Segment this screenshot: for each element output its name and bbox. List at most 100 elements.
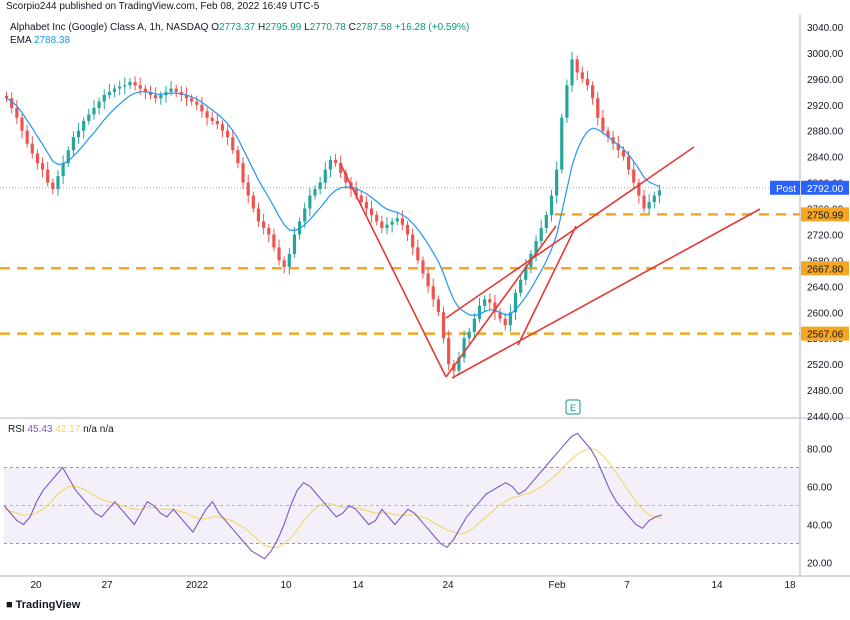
ema-legend[interactable]: EMA 2788.38 [10,35,70,46]
candle-body [92,108,96,115]
candle-body [46,169,50,183]
candle-body [51,182,55,190]
candle-body [364,202,369,209]
time-tick-label: 20 [30,580,42,591]
candle-body [457,357,461,371]
rsi-tick-label: 20.00 [807,559,832,570]
candle-body [287,253,291,267]
candle-body [220,124,225,131]
candle-body [616,143,620,151]
candle-body [539,227,543,241]
candle-body [205,111,209,118]
candle-body [657,190,662,196]
rsi-na-2: n/a [99,424,114,435]
trend-line [445,146,695,319]
candle-body [20,117,24,131]
earnings-marker: E [570,403,576,413]
post-value-text: 2792.00 [807,184,844,195]
published-text: Scorpio244 published on TradingView.com,… [6,1,320,12]
candle-body [328,159,333,170]
candle-body [472,318,476,332]
candle-body [56,176,60,190]
candle-body [426,273,430,287]
candle-body [272,234,276,248]
rsi-path [3,432,663,560]
price-tick-label: 2920.00 [807,101,844,112]
price-tick-label: 2480.00 [807,386,844,397]
candle-body [354,189,358,196]
candle-body [436,299,440,313]
rsi-legend[interactable]: RSI 45.43 42.17 n/a n/a [8,424,114,435]
candle-body [102,95,106,102]
candle-body [369,208,374,215]
time-tick-label: 14 [352,580,364,591]
candle-body [215,120,219,125]
candle-body [66,150,70,164]
low-label: L [304,22,310,33]
candle-body [4,95,9,99]
symbol-name[interactable]: Alphabet Inc (Google) Class A, 1h, NASDA… [10,22,209,33]
rsi-tick-label: 80.00 [807,445,832,456]
candle-body [560,117,564,170]
price-tick-label: 2720.00 [807,230,844,241]
candle-body [87,114,91,121]
candle-body [575,59,579,73]
rsi-ma-value: 42.17 [55,424,81,435]
level-label: 2750.99 [807,210,844,221]
candle-body [339,163,343,173]
candle-body [555,169,559,196]
candle-body [626,156,631,170]
high-value: 2795.99 [265,22,302,33]
time-tick-label: 18 [784,580,796,591]
candle-body [596,98,600,118]
trend-line [517,225,577,346]
time-tick-label: 7 [624,580,630,591]
candle-body [390,221,394,225]
level-label-bg [801,207,849,222]
candle-body [400,218,404,225]
candle-body [143,88,147,92]
brand-text: TradingView [15,599,81,611]
candle-body [493,302,497,313]
candle-body [621,150,626,157]
candle-body [128,82,132,86]
candle-body [97,101,101,109]
price-tick-label: 2960.00 [807,75,844,86]
candle-body [76,130,81,138]
candle-body [10,98,14,109]
candle-body [359,195,363,203]
candle-body [303,208,307,222]
candle-body [416,247,420,261]
grid [0,14,850,577]
candle-body [154,95,158,99]
candle-body [169,88,173,92]
time-tick-label: 14 [711,580,723,591]
candle-body [477,305,482,319]
candle-body [519,279,523,293]
candle-body [508,312,512,326]
price-tick-label: 2520.00 [807,360,844,371]
price-tick-label: 2640.00 [807,282,844,293]
candle-body [190,98,194,102]
tradingview-brand[interactable]: ■ TradingView [6,599,80,611]
candle-body [395,218,399,222]
open-label: O [211,22,219,33]
candle-body [570,59,574,86]
candle-body [231,137,235,151]
price-tick-label: 2880.00 [807,127,844,138]
candle-body [277,247,281,261]
rsi-na-1: n/a [83,424,97,435]
candle-body [174,88,178,92]
candle-body [421,260,425,274]
candle-body [15,108,19,118]
ema-value: 2788.38 [33,35,71,46]
candle-body [246,182,250,196]
candle-body [385,224,389,228]
time-tick-label: 2022 [186,580,209,591]
candle-body [184,95,189,99]
rsi-lines [3,432,663,560]
candle-body [344,172,348,183]
price-tick-label: 2600.00 [807,308,844,319]
